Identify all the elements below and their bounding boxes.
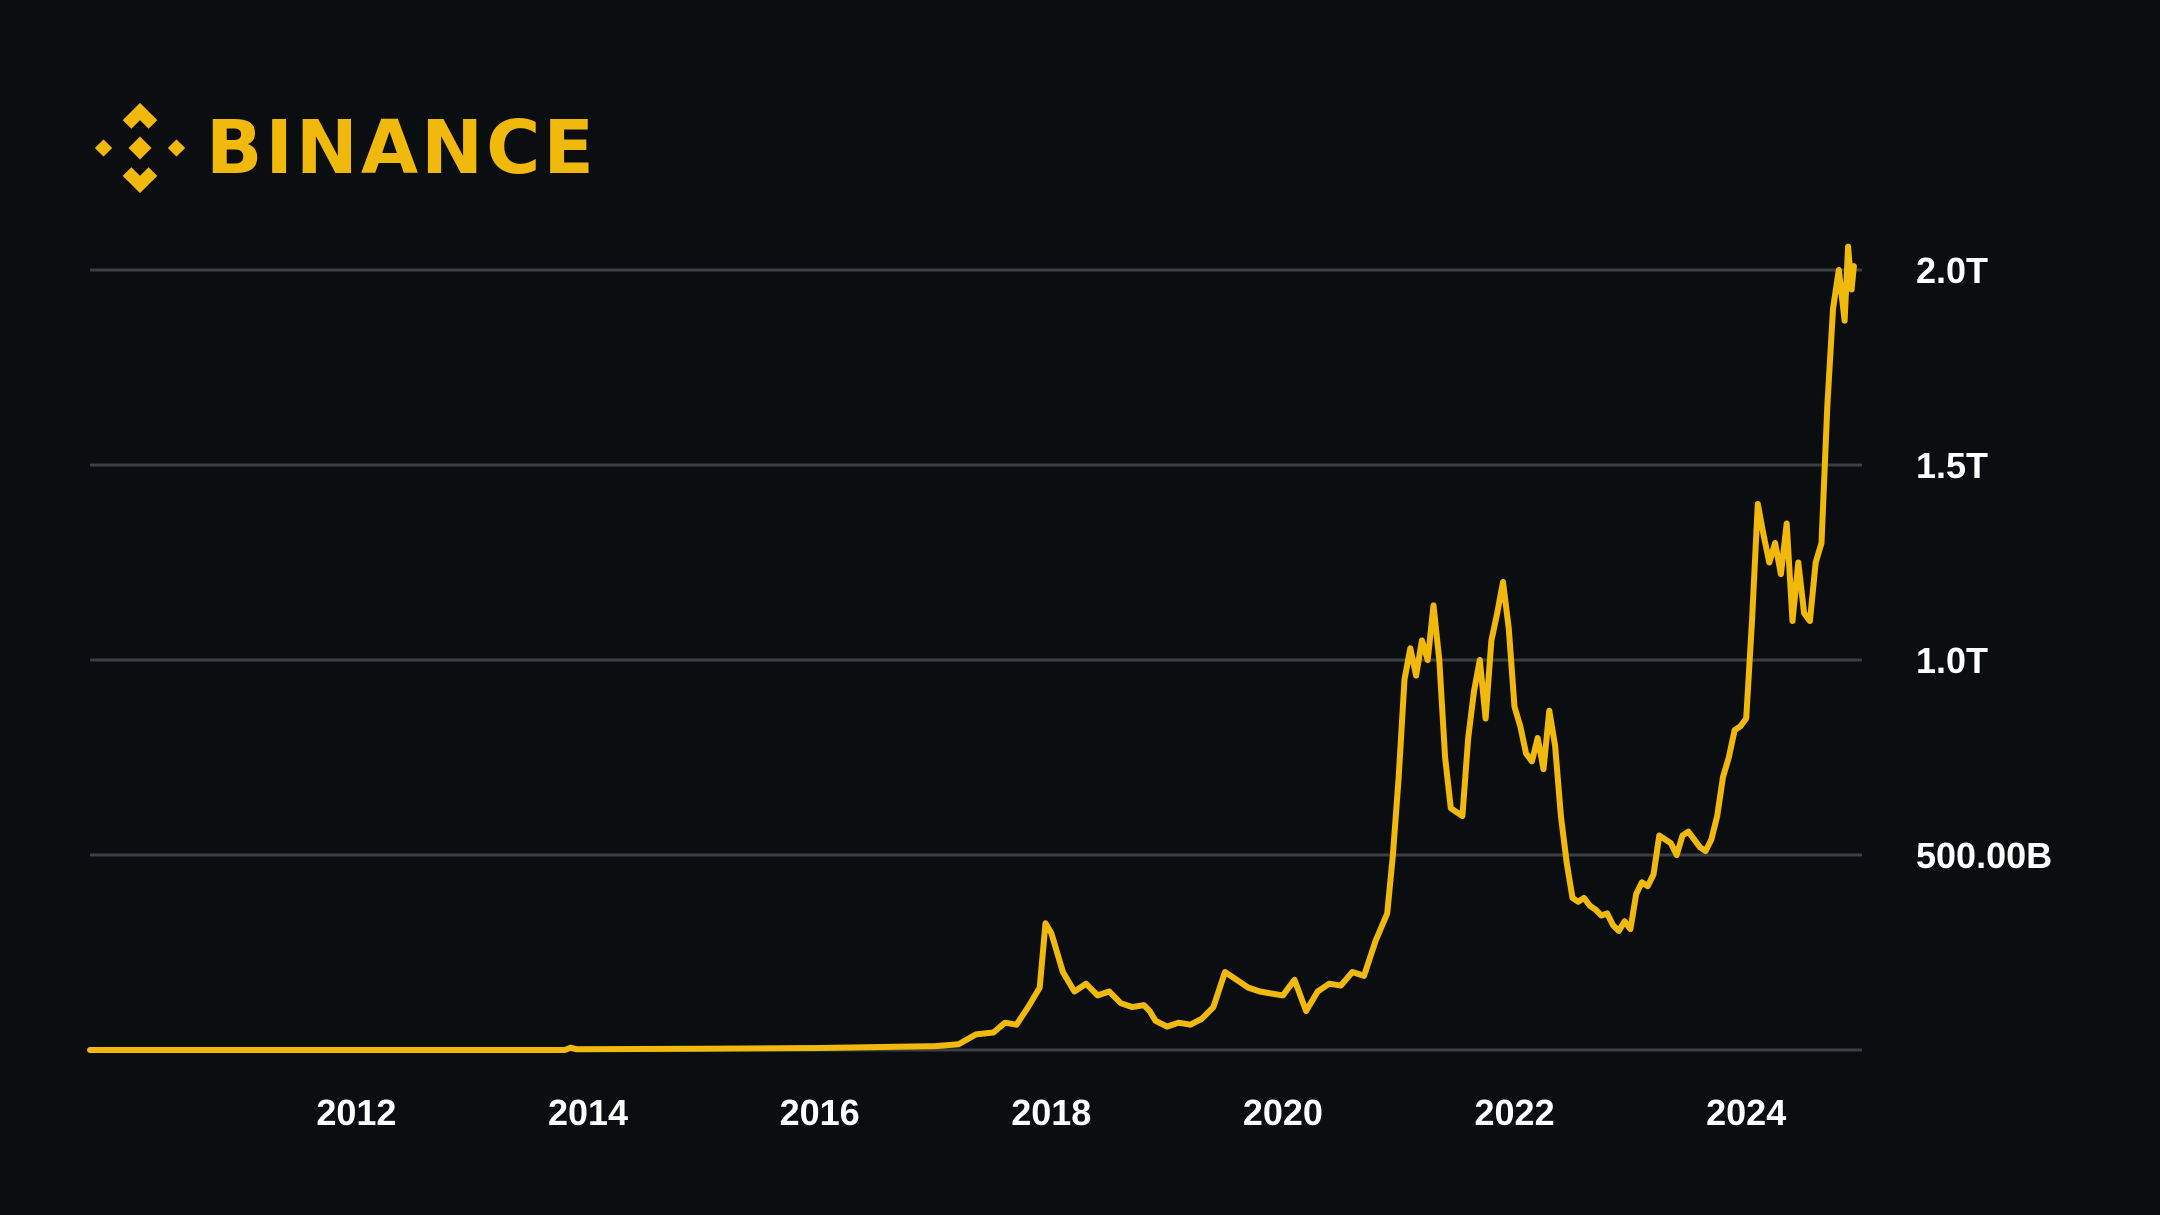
y-tick-label: 1.5T (1916, 445, 1988, 486)
x-tick-label: 2018 (1011, 1092, 1091, 1133)
x-tick-label: 2014 (548, 1092, 628, 1133)
binance-logo: BINANCE (92, 100, 597, 196)
x-tick-label: 2016 (780, 1092, 860, 1133)
x-axis-ticks: 2012 2014 2016 2018 2020 2022 2024 (316, 1092, 1786, 1133)
x-tick-label: 2024 (1706, 1092, 1786, 1133)
x-tick-label: 2022 (1475, 1092, 1555, 1133)
binance-diamond-icon (94, 102, 186, 194)
x-tick-label: 2020 (1243, 1092, 1323, 1133)
gridlines (90, 268, 1862, 1052)
series-group (87, 243, 1857, 1053)
brand-name: BINANCE (206, 105, 597, 191)
y-axis-ticks: 500.00B 1.0T 1.5T 2.0T (1916, 250, 2052, 876)
y-tick-label: 1.0T (1916, 640, 1988, 681)
x-tick-label: 2012 (316, 1092, 396, 1133)
y-tick-label: 500.00B (1916, 835, 2052, 876)
series-line (87, 243, 1857, 1053)
y-tick-label: 2.0T (1916, 250, 1988, 291)
